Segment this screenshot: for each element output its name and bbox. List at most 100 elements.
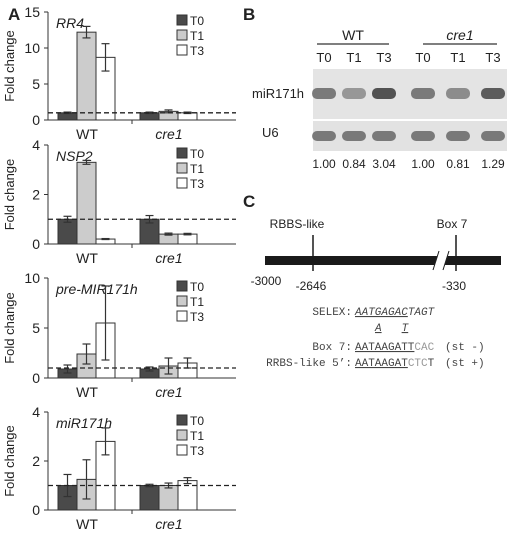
legend-label-T3: T3 — [190, 44, 204, 58]
category-label-wt: WT — [76, 250, 98, 266]
blot-quant-value: 1.29 — [481, 157, 505, 171]
y-axis-label: Fold change — [2, 425, 17, 497]
blot-lane-label: T3 — [485, 50, 500, 65]
band-u6 — [446, 131, 470, 141]
blot-lane-label: T1 — [346, 50, 361, 65]
band-mir171h — [342, 88, 366, 99]
bar-T1-WT — [76, 31, 97, 121]
promoter-break-1-edge — [432, 250, 440, 271]
align-box7-note: (st -) — [445, 342, 485, 354]
panel-c-letter: C — [243, 192, 255, 211]
promoter-break-2-edge — [442, 250, 450, 271]
blot-lane-label: T0 — [316, 50, 331, 65]
y-axis-label: Fold change — [2, 30, 17, 102]
band-mir171h — [481, 88, 505, 99]
y-tick-label: 2 — [32, 453, 40, 469]
category-label-wt: WT — [76, 384, 98, 400]
legend-swatch-T1 — [176, 429, 188, 441]
legend-swatch-T3 — [176, 44, 188, 56]
promoter-break-2 — [440, 250, 450, 271]
legend-swatch-T0 — [176, 147, 188, 159]
y-tick-label: 0 — [32, 502, 40, 518]
category-label-cre1: cre1 — [155, 250, 182, 266]
legend-swatch-T0 — [176, 280, 188, 292]
blot-quant-value: 1.00 — [411, 157, 435, 171]
promoter-break-1 — [432, 250, 442, 271]
y-axis-label: Fold change — [2, 292, 17, 364]
align-rrbs-note: (st +) — [445, 358, 485, 370]
band-mir171h — [372, 88, 396, 99]
blot-quant-value: 0.84 — [342, 157, 366, 171]
category-label-cre1: cre1 — [155, 126, 182, 142]
promoter-bar-right — [445, 256, 501, 265]
category-label-cre1: cre1 — [155, 516, 182, 532]
blot-lane-label: T3 — [376, 50, 391, 65]
legend-label-T3: T3 — [190, 444, 204, 458]
panel-b-letter: B — [243, 5, 255, 24]
bar-T0-WT — [57, 218, 78, 245]
legend-swatch-T1 — [176, 162, 188, 174]
band-u6 — [312, 131, 336, 141]
blot-quant-value: 1.00 — [312, 157, 336, 171]
panel-a-letter: A — [8, 5, 20, 24]
legend-swatch-T3 — [176, 177, 188, 189]
legend-label-T0: T0 — [190, 14, 204, 28]
blot-lane-label: T1 — [450, 50, 465, 65]
band-mir171h — [446, 88, 470, 99]
legend-label-T1: T1 — [190, 295, 204, 309]
band-mir171h — [312, 88, 336, 99]
y-tick-label: 5 — [32, 320, 40, 336]
rbbs-site-label: RBBS-like — [270, 217, 325, 231]
align-box7-label: Box 7: — [312, 342, 352, 354]
band-u6 — [342, 131, 366, 141]
y-tick-label: 15 — [24, 4, 40, 20]
panel-c-promoter: -3000 RBBS-like -2646 Box 7 -330 SELEX: … — [251, 217, 501, 370]
legend-label-T0: T0 — [190, 147, 204, 161]
legend-swatch-T1 — [176, 29, 188, 41]
blot-row-u6: U6 — [262, 125, 279, 140]
promoter-start-label: -3000 — [251, 274, 282, 288]
legend-label-T0: T0 — [190, 414, 204, 428]
legend-label-T0: T0 — [190, 280, 204, 294]
bar-T3-cre1 — [177, 233, 198, 245]
band-mir171h — [411, 88, 435, 99]
y-axis-label: Fold change — [2, 159, 17, 231]
legend-swatch-T0 — [176, 414, 188, 426]
band-u6 — [411, 131, 435, 141]
nsp2-title: NSP2 — [56, 148, 93, 164]
align-rrbs-seq: AATAAGATCTCT — [355, 358, 435, 370]
bar-T1-WT — [76, 161, 97, 245]
legend-label-T1: T1 — [190, 29, 204, 43]
legend-label-T3: T3 — [190, 177, 204, 191]
rr4-title: RR4 — [56, 15, 84, 31]
box7-site-position: -330 — [442, 279, 466, 293]
box7-site-label: Box 7 — [437, 217, 468, 231]
panel-b-blot: WT cre1 T0 T1 T3 T0 T1 T3 miR171h U6 1.00 0.84… — [252, 27, 507, 171]
legend-swatch-T0 — [176, 14, 188, 26]
band-u6 — [372, 131, 396, 141]
blot-group-wt: WT — [342, 27, 364, 43]
blot-group-cre1: cre1 — [446, 27, 473, 43]
promoter-bar-left — [265, 256, 437, 265]
pre-mir171h-title: pre-MIR171h — [55, 281, 138, 297]
band-u6 — [481, 131, 505, 141]
mir171h-title: miR171h — [56, 415, 112, 431]
legend-label-T3: T3 — [190, 310, 204, 324]
blot-lane-label: T0 — [415, 50, 430, 65]
legend-swatch-T3 — [176, 310, 188, 322]
align-selex-label: SELEX: — [312, 307, 352, 319]
align-box7-seq: AATAAGATTCAC — [355, 342, 435, 354]
legend-swatch-T3 — [176, 444, 188, 456]
y-tick-label: 4 — [32, 404, 40, 420]
category-label-wt: WT — [76, 516, 98, 532]
bar-T1-cre1 — [158, 485, 179, 511]
y-tick-label: 10 — [24, 270, 40, 286]
blot-image-mir171h — [313, 69, 507, 119]
category-label-wt: WT — [76, 126, 98, 142]
